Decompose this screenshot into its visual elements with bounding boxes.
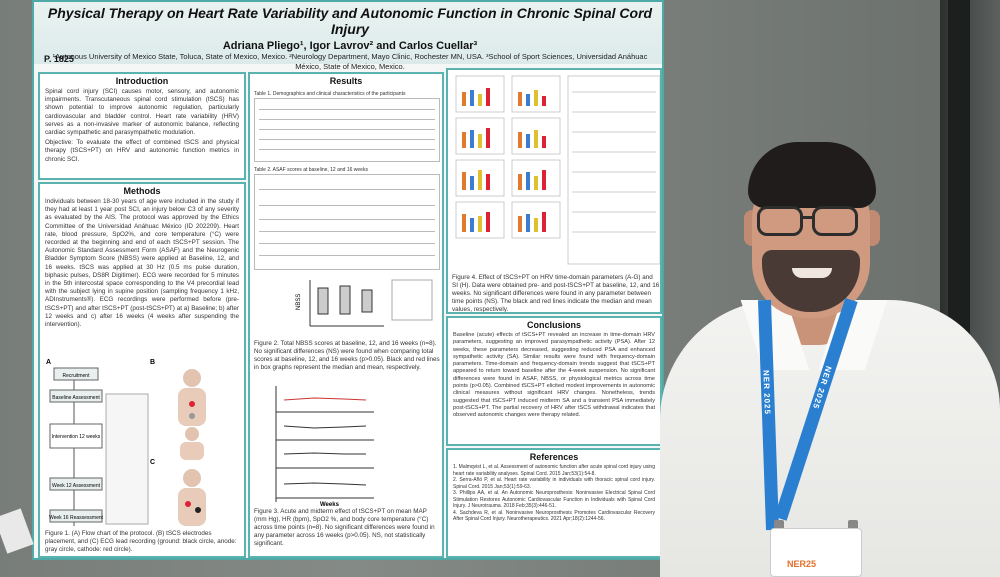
nbss-axis-label: NBSS [296,294,302,310]
methods-body: Individuals between 18-30 years of age w… [45,198,239,329]
introduction-body: Spinal cord injury (SCI) causes motor, s… [45,88,239,137]
conclusions-body: Baseline (acute) effects of tSCS+PT reve… [453,332,655,419]
reference-4: 4. Sachdeva R, et al. Noninvasive Neurop… [453,509,655,523]
table2-title: Table 2. ASAF scores at baseline, 12 and… [254,167,368,173]
nbss-boxplot: NBSS [296,279,433,327]
glasses-lens-right [812,206,858,236]
torso-figure-b [178,369,206,426]
hrv-table [567,75,660,265]
glasses-bridge [801,216,814,219]
table1-title: Table 1. Demographics and clinical chara… [254,91,406,97]
svg-text:Week 16 Reassessment: Week 16 Reassessment [49,515,104,521]
svg-text:Recruitment: Recruitment [63,373,91,379]
flow-box-4: Week 16 Reassessment [49,509,104,523]
protocol-detail-box [105,393,149,525]
figure4-caption: Figure 4. Effect of tSCS+PT on HRV time-… [452,274,660,313]
figure2-caption: Figure 2. Total NBSS scores at baseline,… [254,340,440,371]
poster-id: P. 1825 [44,54,74,64]
reference-1: 1. Malmqvist L, et al. Assessment of aut… [453,464,655,477]
references-section: References 1. Malmqvist L, et al. Assess… [446,448,662,558]
temp-series [283,482,367,486]
figure-label-c: C [150,459,155,466]
conclusions-section: Conclusions Baseline (acute) effects of … [446,316,662,446]
introduction-title: Introduction [115,76,169,86]
references-title: References [529,452,579,462]
hrv-boxplots [455,75,660,265]
flow-box-1: Baseline Assessment [49,389,103,403]
flow-box-0: Recruitment [53,367,99,381]
nbss-box-week16 [361,289,373,313]
nbss-box-baseline [317,287,329,315]
table1 [254,98,440,162]
badge-logo-text: NER25 [787,559,817,569]
methods-figure: A B C Recruitment Baseline Assessment In… [46,359,206,526]
name-badge: NER25 [770,528,862,577]
poster-title: Physical Therapy on Heart Rate Variabili… [47,5,653,37]
svg-text:Intervention 12 weeks: Intervention 12 weeks [52,434,101,440]
results-section: Results Table 1. Demographics and clinic… [248,72,444,558]
introduction-section: Introduction Spinal cord injury (SCI) ca… [38,72,246,180]
lanyard-text-left: NER 2025 [761,369,772,416]
smile [792,268,832,278]
nbss-box-week12 [339,285,351,315]
poster-authors: Adriana Pliego¹, Igor Lavrov² and Carlos… [222,40,478,52]
svg-text:Week 12 Assessment: Week 12 Assessment [52,483,101,489]
vitals-chart: Weeks [275,386,374,508]
flow-box-2: Intervention 12 weeks [49,423,103,449]
poster-affiliations: ¹Autonous University of Mexico State, To… [52,52,648,71]
methods-title: Methods [123,186,161,196]
conclusions-title: Conclusions [526,320,581,330]
hrv-figure-section: Figure 4. Effect of tSCS+PT on HRV time-… [446,68,662,314]
poster-header: Physical Therapy on Heart Rate Variabili… [34,2,662,71]
torso-figure-b2 [180,427,204,460]
hr-series [283,425,367,429]
figure1-caption: Figure 1. (A) Flow chart of the protocol… [45,530,237,553]
map-series [283,397,367,401]
glasses-lens-left [757,206,803,236]
hair [748,142,876,208]
weeks-axis-label: Weeks [320,502,340,508]
figure-label-a: A [46,359,51,366]
introduction-objective: Objective: To evaluate the effect of com… [45,139,239,163]
svg-text:Baseline Assessment: Baseline Assessment [52,395,100,401]
spo2-series [283,452,366,455]
figure3-caption: Figure 3. Acute and midterm effect of tS… [254,508,435,547]
torso-figure-c [178,469,206,526]
hrv-bars [462,88,546,232]
figure-label-b: B [150,359,155,366]
reference-3: 3. Phillips AA, et al. An Autonomic Neur… [453,490,655,509]
reference-2: 2. Serra-Añó P, et al. Heart rate variab… [453,477,655,490]
research-poster: Physical Therapy on Heart Rate Variabili… [32,0,664,560]
table2 [254,174,440,270]
results-title: Results [329,76,363,86]
flow-box-3: Week 12 Assessment [49,477,103,491]
nbss-legend [391,279,433,321]
methods-section: Methods Individuals between 18-30 years … [38,182,246,558]
